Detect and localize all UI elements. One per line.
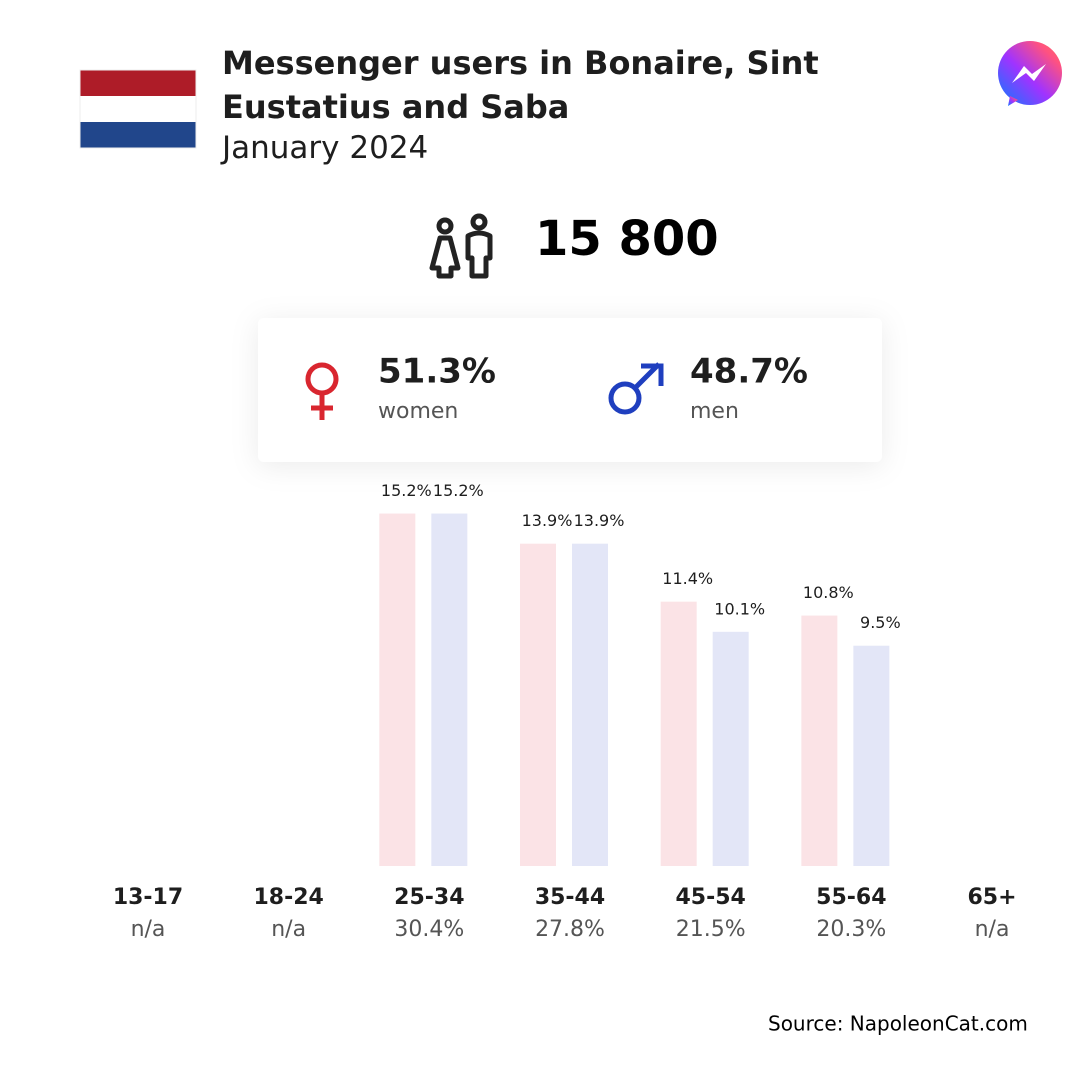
x-tick-label: 65+ xyxy=(967,885,1016,910)
chart-title: Messenger users in Bonaire, Sint Eustati… xyxy=(222,44,819,126)
symbol-ring xyxy=(608,381,642,415)
bar xyxy=(572,543,609,866)
gender-symbol xyxy=(608,362,664,415)
age-total: 30.4% xyxy=(394,917,464,942)
messenger-logo xyxy=(998,41,1062,106)
total-users: 15 800 xyxy=(535,211,719,267)
people-icon xyxy=(429,213,493,279)
bar xyxy=(660,601,697,866)
bar-label: 15.2% xyxy=(433,481,484,500)
bar-label: 10.8% xyxy=(803,583,854,602)
x-tick-label: 13-17 xyxy=(113,885,183,910)
x-tick-label: 45-54 xyxy=(675,885,745,910)
bar xyxy=(520,543,557,866)
source: Source: NapoleonCat.com xyxy=(768,1012,1028,1036)
bar-label: 10.1% xyxy=(714,599,765,618)
bar-label: 13.9% xyxy=(574,511,625,530)
age-total: n/a xyxy=(975,917,1010,942)
bar-label: 11.4% xyxy=(662,569,713,588)
flag xyxy=(79,69,197,149)
gender-name: women xyxy=(378,399,458,424)
x-tick-label: 25-34 xyxy=(394,885,464,910)
gender-name: men xyxy=(690,399,739,424)
bar xyxy=(431,513,468,866)
age-total: n/a xyxy=(131,917,166,942)
bar-label: 15.2% xyxy=(381,481,432,500)
gender-share: 51.3% xyxy=(378,352,496,392)
symbol-head xyxy=(641,363,664,386)
age-total: n/a xyxy=(271,917,306,942)
bar-label: 9.5% xyxy=(860,613,901,632)
gender-card xyxy=(258,318,882,462)
bar xyxy=(712,631,749,866)
bar-label: 13.9% xyxy=(522,511,573,530)
bar xyxy=(379,513,416,866)
x-tick-label: 55-64 xyxy=(816,885,886,910)
x-tick-label: 35-44 xyxy=(535,885,605,910)
age-total: 27.8% xyxy=(535,917,605,942)
bar xyxy=(853,645,890,866)
bar xyxy=(801,615,838,866)
gender-symbol xyxy=(305,362,339,420)
gender-share: 48.7% xyxy=(690,352,808,392)
chart-subtitle: January 2024 xyxy=(222,130,429,166)
x-tick-label: 18-24 xyxy=(253,885,323,910)
age-total: 20.3% xyxy=(816,917,886,942)
age-total: 21.5% xyxy=(676,917,746,942)
